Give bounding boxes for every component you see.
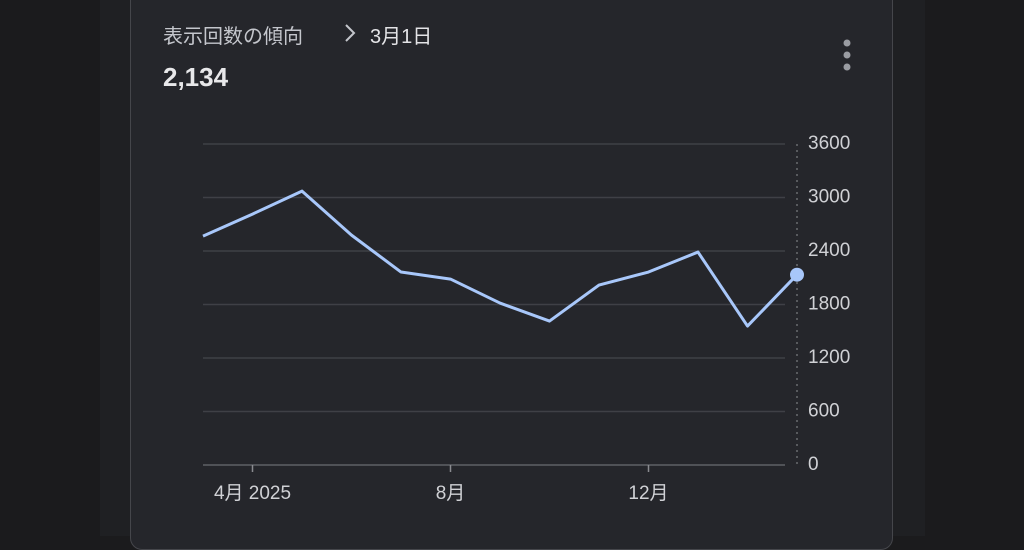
card — [130, 0, 893, 550]
y-tick-label: 600 — [808, 401, 840, 422]
y-tick-label: 0 — [808, 454, 819, 475]
y-tick-label: 2400 — [808, 240, 850, 261]
y-tick-label: 3000 — [808, 187, 850, 208]
x-tick-label: 8月 — [436, 483, 466, 504]
chart: 0 600 1200 1800 2400 3000 3600 4月 2025 8月 12月 — [202, 133, 850, 504]
card-title: 表示回数の傾向 — [163, 26, 303, 48]
date-label[interactable]: 3月1日 — [370, 26, 433, 48]
y-tick-label: 1800 — [808, 294, 850, 315]
line-series — [202, 189, 799, 328]
y-tick-label: 1200 — [808, 347, 850, 368]
x-tick-label: 4月 2025 — [214, 483, 291, 504]
chevron-icon — [345, 24, 356, 42]
x-tick-label: 12月 — [628, 483, 668, 504]
page: 表示回数の傾向 3月1日 2,134 0 600 1200 1800 2400 3000 3… — [130, 0, 893, 550]
menu-icon[interactable] — [838, 38, 856, 74]
total-value: 2,134 — [163, 62, 229, 92]
y-tick-label: 3600 — [808, 133, 850, 154]
current-point — [790, 267, 804, 282]
